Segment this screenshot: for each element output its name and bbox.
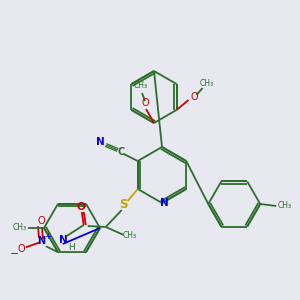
Text: O: O <box>76 202 85 212</box>
Text: O: O <box>37 216 45 226</box>
Text: S: S <box>119 199 128 212</box>
Text: CH₃: CH₃ <box>134 82 148 91</box>
Text: CH₃: CH₃ <box>200 79 214 88</box>
Text: O: O <box>141 98 149 108</box>
Text: H: H <box>68 242 75 251</box>
Text: O: O <box>17 244 25 254</box>
Text: CH₃: CH₃ <box>277 202 291 211</box>
Text: CH₃: CH₃ <box>123 232 137 241</box>
Text: CH₃: CH₃ <box>13 224 27 232</box>
Text: O: O <box>191 92 198 102</box>
Text: N: N <box>160 198 168 208</box>
Text: N: N <box>37 236 45 246</box>
Text: −: − <box>10 249 20 259</box>
Text: N: N <box>59 235 68 245</box>
Text: N: N <box>96 137 105 147</box>
Text: C: C <box>117 147 124 157</box>
Text: +: + <box>45 232 51 241</box>
